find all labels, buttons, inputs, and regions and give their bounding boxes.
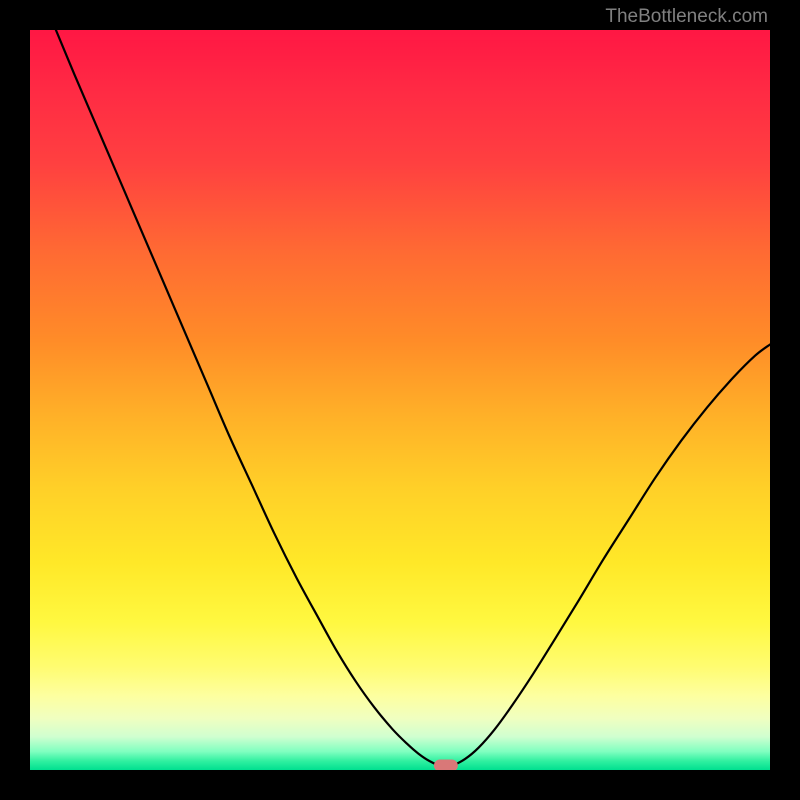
chart-container xyxy=(30,30,770,770)
watermark-text: TheBottleneck.com xyxy=(605,6,768,28)
chart-background xyxy=(30,30,770,770)
optimal-point-marker xyxy=(434,760,458,770)
bottleneck-chart xyxy=(30,30,770,770)
